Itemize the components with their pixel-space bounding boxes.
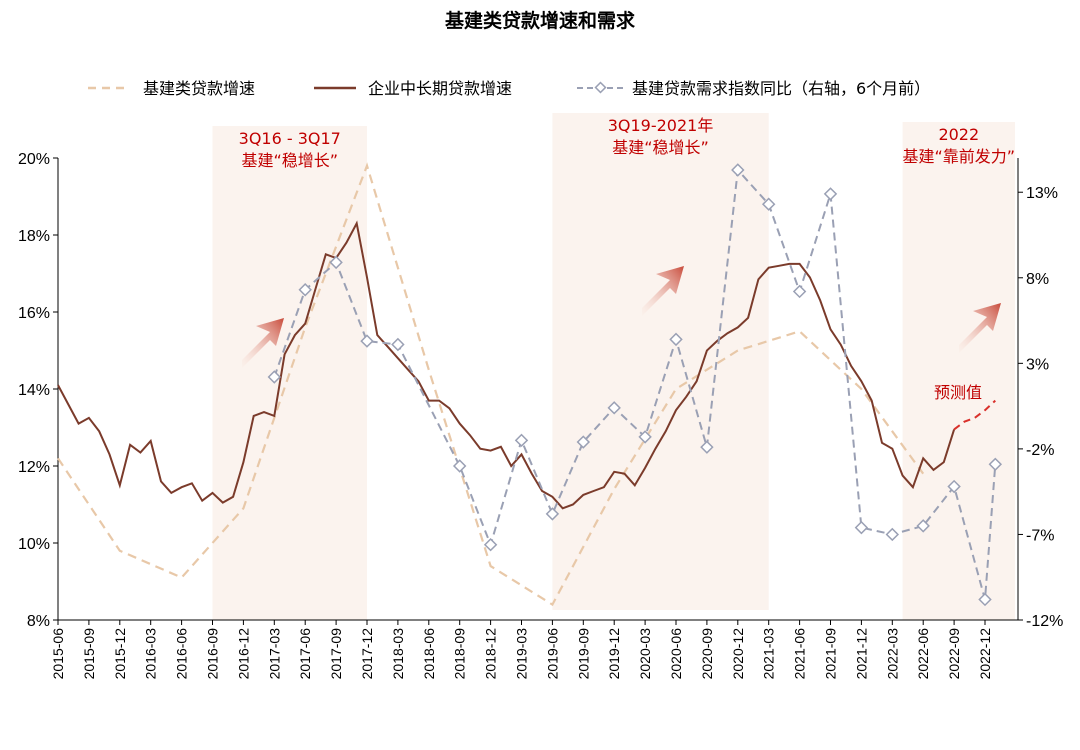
demand-index-point [792, 284, 807, 299]
shaded-period [902, 122, 1015, 620]
left-tick-label: 20% [18, 151, 50, 168]
period-label-line2: 基建“靠前发力” [903, 147, 1016, 166]
legend-label-demand-index: 基建贷款需求指数同比（右轴，6个月前） [632, 79, 930, 98]
x-tick-label: 2020-12 [730, 628, 746, 680]
right-tick-label: 13% [1026, 185, 1058, 202]
x-tick-label: 2019-09 [575, 628, 591, 680]
series-line-demand-index [273, 167, 997, 600]
chart-title: 基建类贷款增速和需求 [444, 9, 636, 32]
x-tick-label: 2020-09 [699, 628, 715, 680]
demand-index-point [731, 163, 745, 177]
x-tick-label: 2021-03 [761, 628, 777, 680]
legend-label-corp-loan: 企业中长期贷款增速 [368, 79, 512, 98]
demand-index-point [514, 433, 529, 448]
x-tick-label: 2018-12 [483, 628, 499, 680]
demand-index-point [885, 527, 900, 542]
right-tick-label: 3% [1026, 356, 1049, 373]
x-tick-label: 2021-09 [823, 628, 839, 680]
right-tick-label: 8% [1026, 271, 1049, 288]
x-tick-label: 2016-03 [143, 628, 159, 680]
left-tick-label: 8% [27, 613, 50, 630]
x-tick-label: 2020-06 [668, 628, 684, 680]
x-tick-label: 2017-09 [328, 628, 344, 680]
trend-arrow-icon [642, 266, 684, 316]
demand-index-point [700, 440, 714, 454]
demand-index-point [823, 187, 838, 201]
period-label-line1: 2022 [938, 125, 979, 144]
x-tick-label: 2020-03 [637, 628, 653, 680]
x-tick-label: 2022-03 [884, 628, 900, 680]
x-tick-label: 2016-12 [235, 628, 251, 680]
shaded-period [212, 126, 367, 620]
left-tick-label: 14% [18, 382, 50, 399]
left-tick-label: 12% [18, 459, 50, 476]
period-label-line1: 3Q19-2021年 [608, 116, 714, 135]
legend-label-infra-loan: 基建类贷款增速 [143, 79, 255, 98]
demand-index-point [360, 334, 374, 348]
legend-swatch-diamond-icon [594, 81, 607, 94]
x-tick-label: 2016-09 [205, 628, 221, 680]
demand-index-point [978, 592, 992, 607]
demand-index-point [267, 370, 282, 384]
left-tick-label: 16% [18, 305, 50, 322]
x-tick-label: 2021-12 [853, 628, 869, 680]
demand-index-point [452, 459, 467, 473]
demand-index-point [329, 255, 343, 270]
series-line-corp-loan-forecast [953, 399, 996, 431]
shaded-period [552, 113, 769, 610]
demand-index-point [916, 519, 930, 533]
legend: 基建类贷款增速 企业中长期贷款增速 基建贷款需求指数同比（右轴，6个月前） [88, 79, 930, 98]
annotations: 3Q16 - 3Q17基建“稳增长”3Q19-2021年基建“稳增长”2022基… [239, 116, 1015, 402]
trend-arrow-icon [242, 318, 284, 368]
x-tick-label: 2021-06 [792, 628, 808, 680]
demand-index-point [638, 430, 652, 444]
demand-index-point [947, 479, 961, 494]
x-tick-label: 2017-03 [266, 628, 282, 680]
x-tick-label: 2017-06 [297, 628, 313, 680]
shaded-periods [212, 113, 1015, 620]
x-tick-label: 2018-03 [390, 628, 406, 680]
right-tick-label: -2% [1026, 442, 1054, 459]
demand-index-point [576, 435, 591, 449]
demand-index-point [669, 332, 683, 347]
x-tick-label: 2019-03 [514, 628, 530, 680]
x-tick-label: 2015-09 [81, 628, 97, 680]
period-label-line1: 3Q16 - 3Q17 [239, 129, 341, 148]
demand-index-point [483, 537, 498, 552]
axes: 8% 10% 12% 14% 16% 18% 20% -12% -7% -2% 3% 8% 13% 201… [18, 151, 1063, 679]
demand-index-point [545, 507, 560, 521]
right-tick-label: -12% [1026, 613, 1063, 630]
x-tick-label: 2022-09 [946, 628, 962, 680]
x-tick-label: 2016-06 [174, 628, 190, 680]
forecast-label: 预测值 [934, 383, 982, 402]
demand-index-point [391, 337, 405, 352]
x-tick-label: 2019-06 [544, 628, 560, 680]
x-tick-label: 2019-12 [606, 628, 622, 680]
series-line-corp-loan [57, 220, 956, 510]
series [57, 162, 1003, 607]
demand-index-point [854, 520, 869, 535]
x-tick-label: 2018-06 [421, 628, 437, 680]
trend-arrow-icon [959, 303, 1001, 353]
x-tick-label: 2017-12 [359, 628, 375, 680]
x-tick-label: 2022-12 [977, 628, 993, 680]
trend-arrows [242, 266, 1001, 368]
x-tick-label: 2022-06 [915, 628, 931, 680]
demand-index-point [988, 457, 1003, 472]
period-label-line2: 基建“稳增长” [241, 151, 338, 170]
series-line-infra-loan [57, 162, 925, 607]
demand-index-point [761, 197, 776, 211]
left-tick-label: 10% [18, 536, 50, 553]
left-tick-label: 18% [18, 228, 50, 245]
x-tick-label: 2018-09 [452, 628, 468, 680]
demand-index-point [298, 283, 312, 297]
demand-index-point [607, 401, 621, 415]
x-tick-label: 2015-12 [112, 628, 128, 680]
right-tick-label: -7% [1026, 527, 1054, 544]
period-label-line2: 基建“稳增长” [612, 138, 709, 157]
x-tick-label: 2015-06 [50, 628, 66, 680]
